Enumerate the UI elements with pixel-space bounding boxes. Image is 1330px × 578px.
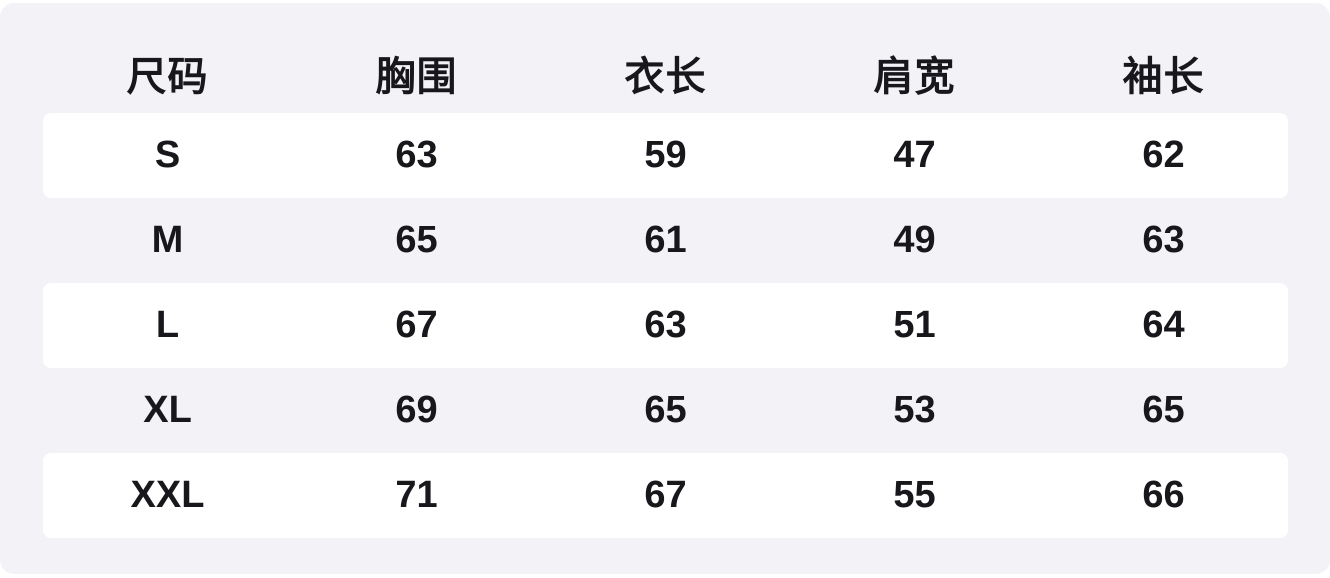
cell-s-sleeve: 62 (1142, 134, 1185, 176)
cell-l-chest: 67 (395, 304, 438, 346)
cell-m-chest: 65 (395, 219, 438, 261)
table-row-m: M 65 61 49 63 (43, 198, 1288, 283)
table-row-xxl: XXL 71 67 55 66 (43, 453, 1288, 538)
cell-m-length: 61 (644, 219, 687, 261)
cell-xxl-size: XXL (130, 474, 205, 516)
cell-xl-size: XL (143, 389, 192, 431)
cell-xl-shoulder: 53 (893, 389, 936, 431)
cell-s-length: 59 (644, 134, 687, 176)
cell-l-sleeve: 64 (1142, 304, 1185, 346)
cell-s-size: S (154, 134, 181, 176)
cell-m-size: M (151, 219, 184, 261)
table-row-xl: XL 69 65 53 65 (43, 368, 1288, 453)
cell-xxl-shoulder: 55 (893, 474, 936, 516)
cell-xxl-chest: 71 (395, 474, 438, 516)
size-chart-panel: 尺码 胸围 衣长 肩宽 袖长 S 63 59 47 62 M 65 61 49 … (0, 3, 1330, 574)
cell-xxl-sleeve: 66 (1142, 474, 1185, 516)
cell-l-size: L (155, 304, 180, 346)
cell-xl-sleeve: 65 (1142, 389, 1185, 431)
cell-xl-length: 65 (644, 389, 687, 431)
header-cell-chest: 胸围 (375, 55, 458, 99)
table-header-row: 尺码 胸围 衣长 肩宽 袖长 (43, 3, 1288, 113)
cell-m-sleeve: 63 (1142, 219, 1185, 261)
cell-xl-chest: 69 (395, 389, 438, 431)
header-cell-length: 衣长 (624, 55, 707, 99)
size-chart-table: 尺码 胸围 衣长 肩宽 袖长 S 63 59 47 62 M 65 61 49 … (43, 3, 1288, 538)
cell-xxl-length: 67 (644, 474, 687, 516)
table-row-l: L 67 63 51 64 (43, 283, 1288, 368)
cell-l-length: 63 (644, 304, 687, 346)
cell-l-shoulder: 51 (893, 304, 936, 346)
header-cell-sleeve: 袖长 (1122, 55, 1205, 99)
header-cell-size: 尺码 (126, 55, 209, 99)
header-cell-shoulder: 肩宽 (873, 55, 956, 99)
cell-s-shoulder: 47 (893, 134, 936, 176)
cell-m-shoulder: 49 (893, 219, 936, 261)
table-row-s: S 63 59 47 62 (43, 113, 1288, 198)
cell-s-chest: 63 (395, 134, 438, 176)
